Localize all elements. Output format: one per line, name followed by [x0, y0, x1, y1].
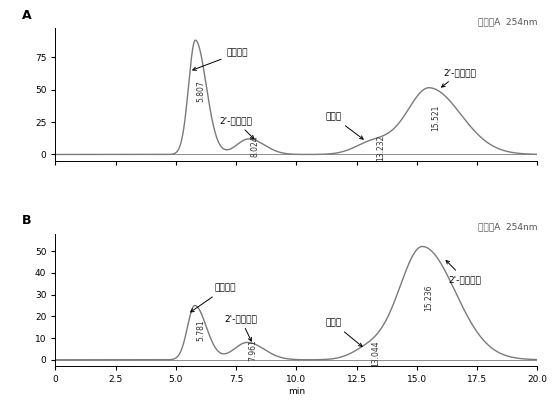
Text: 2'-脱氧腺苷: 2'-脱氧腺苷	[442, 68, 476, 87]
Text: 8.024: 8.024	[250, 135, 259, 157]
Text: 腺嘌呤: 腺嘌呤	[325, 318, 362, 346]
Text: 胸腺嘧啶: 胸腺嘧啶	[193, 49, 248, 70]
Text: 13.232: 13.232	[376, 134, 384, 160]
Text: 2'-脱氧腺苷: 2'-脱氧腺苷	[446, 260, 481, 284]
Text: 15.236: 15.236	[424, 284, 433, 311]
Text: 15.521: 15.521	[431, 105, 440, 131]
Text: A: A	[22, 9, 31, 22]
Text: 13.044: 13.044	[371, 341, 380, 367]
Text: B: B	[22, 214, 31, 227]
Text: 5.781: 5.781	[196, 319, 205, 341]
Text: 胸腺嘧啶: 胸腺嘧啶	[191, 284, 236, 312]
Text: 检测器A  254nm: 检测器A 254nm	[478, 17, 537, 26]
Text: 5.807: 5.807	[197, 81, 206, 103]
Text: 2'-脱氧胞苷: 2'-脱氧胞苷	[224, 314, 257, 341]
X-axis label: min: min	[288, 387, 305, 396]
Text: 2'-脱氧胞苷: 2'-脱氧胞苷	[219, 116, 254, 139]
Text: 腺嘌呤: 腺嘌呤	[325, 112, 363, 139]
Text: 7.961: 7.961	[249, 339, 258, 361]
Text: 检测器A  254nm: 检测器A 254nm	[478, 222, 537, 231]
